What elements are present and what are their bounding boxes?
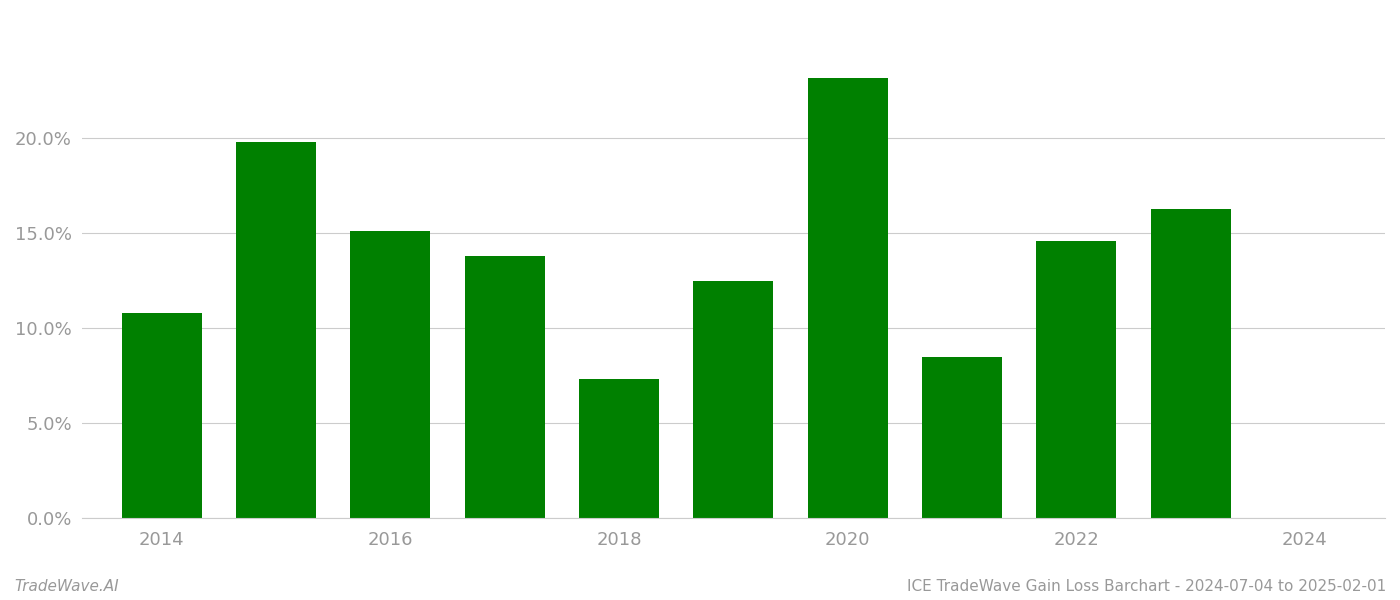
Bar — [465, 256, 545, 518]
Bar — [1151, 209, 1231, 518]
Bar — [923, 356, 1002, 518]
Bar — [1036, 241, 1116, 518]
Text: TradeWave.AI: TradeWave.AI — [14, 579, 119, 594]
Bar — [350, 232, 430, 518]
Bar — [122, 313, 202, 518]
Text: ICE TradeWave Gain Loss Barchart - 2024-07-04 to 2025-02-01: ICE TradeWave Gain Loss Barchart - 2024-… — [907, 579, 1386, 594]
Bar — [580, 379, 659, 518]
Bar — [808, 77, 888, 518]
Bar — [237, 142, 316, 518]
Bar — [693, 281, 773, 518]
